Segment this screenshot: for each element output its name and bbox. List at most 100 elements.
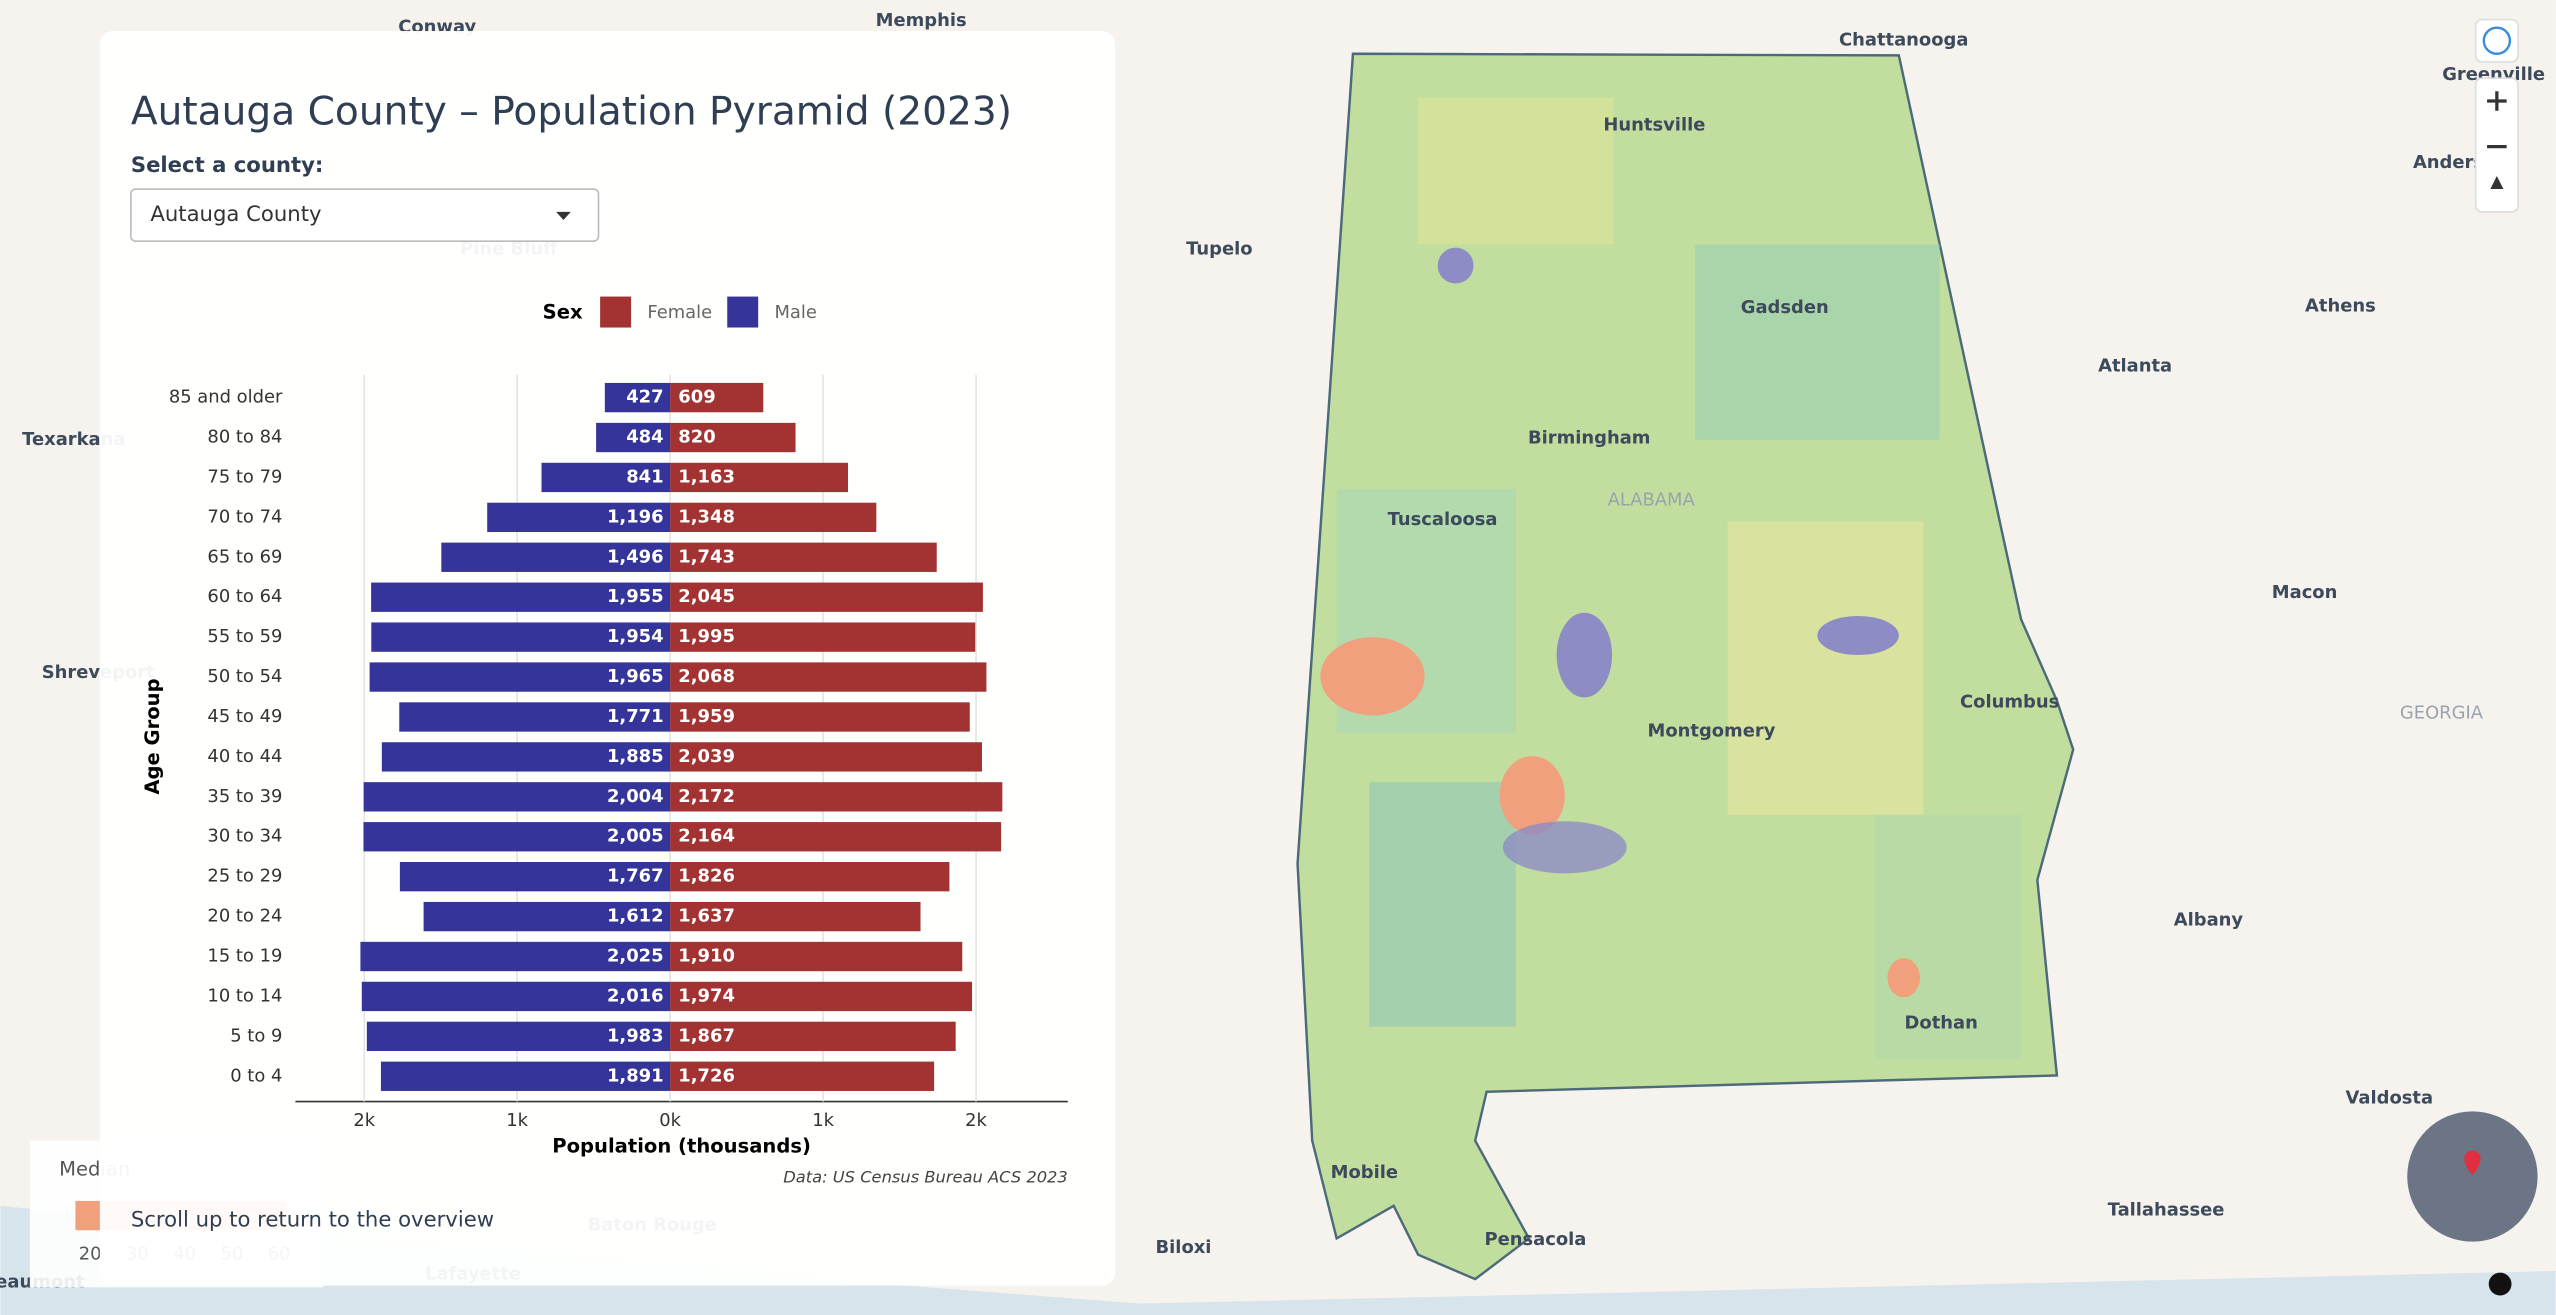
map-label: Valdosta	[2346, 1087, 2434, 1108]
map-label: ALABAMA	[1608, 489, 1696, 510]
bar	[670, 822, 1002, 852]
region	[1418, 97, 1614, 245]
bar	[371, 582, 671, 612]
region	[1320, 637, 1425, 716]
value-label: 2,045	[678, 586, 735, 607]
map-label: Dothan	[1905, 1012, 1978, 1033]
value-label: 1,867	[678, 1025, 735, 1046]
bar	[670, 582, 983, 612]
globe-button[interactable]	[2474, 18, 2519, 63]
bar	[670, 742, 982, 772]
region	[1369, 782, 1516, 1027]
map-label: Greenville	[2442, 64, 2545, 85]
value-label: 2,005	[607, 826, 664, 847]
map-label: Tallahassee	[2108, 1200, 2225, 1221]
map-controls	[2407, 18, 2538, 1296]
legend-swatch	[600, 296, 632, 328]
map-label: Columbus	[1960, 691, 2059, 712]
select-value[interactable]: Autauga County	[150, 201, 321, 226]
y-tick-label: 30 to 34	[207, 826, 282, 847]
value-label: 2,016	[607, 985, 664, 1006]
bar	[441, 542, 671, 572]
y-tick-label: 75 to 79	[207, 466, 282, 487]
zoom-in[interactable]	[2487, 91, 2507, 111]
y-tick-label: 45 to 49	[207, 706, 282, 727]
bar	[670, 702, 970, 732]
bar	[423, 901, 671, 932]
y-tick-label: 55 to 59	[207, 626, 282, 647]
value-label: 2,172	[678, 786, 735, 807]
bar	[604, 382, 671, 413]
x-tick-label: 0k	[659, 1110, 681, 1131]
map-label: Macon	[2272, 582, 2338, 603]
map-label: Gadsden	[1741, 297, 1829, 318]
x-tick-label: 1k	[506, 1110, 528, 1131]
x-tick-label: 1k	[812, 1110, 834, 1131]
bar	[670, 862, 950, 892]
bar	[381, 742, 671, 772]
region	[1695, 244, 1940, 440]
y-tick-label: 10 to 14	[207, 985, 282, 1006]
panel	[99, 30, 1116, 1286]
region	[1556, 612, 1613, 698]
y-tick-label: 20 to 24	[207, 906, 282, 927]
bar	[371, 622, 671, 652]
y-tick-label: 5 to 9	[230, 1025, 282, 1046]
map-label: Birmingham	[1528, 427, 1650, 448]
bar	[541, 462, 671, 493]
value-label: 1,496	[607, 546, 664, 567]
bar	[670, 422, 796, 453]
bar	[366, 1021, 671, 1052]
value-label: 1,726	[678, 1065, 735, 1086]
bar	[670, 462, 849, 493]
map-label: Tupelo	[1186, 238, 1252, 259]
value-label: 2,039	[678, 746, 735, 767]
legend-label: Female	[647, 302, 712, 323]
bar	[670, 662, 987, 692]
info-button[interactable]	[2488, 1272, 2512, 1296]
bar	[399, 862, 671, 892]
globe-minimap	[2407, 1111, 2538, 1242]
value-label: 1,348	[678, 506, 735, 527]
bar	[670, 782, 1003, 812]
map-label: GEORGIA	[2400, 703, 2484, 724]
region	[1437, 247, 1474, 284]
value-label: 841	[626, 466, 663, 487]
bar	[487, 502, 671, 533]
footer-hint: Scroll up to return to the overview	[131, 1206, 494, 1231]
panel-title: Autauga County – Population Pyramid (202…	[131, 90, 1012, 135]
y-tick-label: 50 to 54	[207, 666, 282, 687]
bar	[380, 1061, 671, 1091]
value-label: 1,885	[607, 746, 664, 767]
y-tick-label: 0 to 4	[230, 1065, 282, 1086]
bar	[369, 662, 671, 692]
compass[interactable]	[2490, 175, 2504, 190]
globe-icon	[2482, 26, 2512, 55]
bar	[670, 622, 976, 652]
y-tick-label: 80 to 84	[207, 427, 282, 448]
y-tick-label: 65 to 69	[207, 546, 282, 567]
value-label: 1,612	[607, 906, 664, 927]
select-box[interactable]	[130, 188, 600, 242]
region	[1817, 615, 1899, 656]
select-label: Select a county:	[131, 152, 324, 177]
map-label: Chattanooga	[1839, 30, 1968, 51]
bar	[670, 382, 764, 413]
bar	[670, 901, 921, 932]
bar	[670, 981, 973, 1012]
y-tick-label: 15 to 19	[207, 946, 282, 967]
y-tick-label: 25 to 29	[207, 866, 282, 887]
value-label: 2,004	[607, 786, 664, 807]
value-label: 2,164	[678, 826, 735, 847]
map-label: Mobile	[1331, 1162, 1398, 1183]
value-label: 484	[626, 427, 663, 448]
county-select[interactable]: Autauga County	[130, 188, 600, 242]
value-label: 1,743	[678, 546, 735, 567]
gulf-water	[0, 1205, 2556, 1315]
bar	[361, 981, 671, 1012]
select-caret[interactable]	[556, 211, 571, 220]
region	[1887, 958, 1921, 998]
region	[1499, 756, 1565, 835]
